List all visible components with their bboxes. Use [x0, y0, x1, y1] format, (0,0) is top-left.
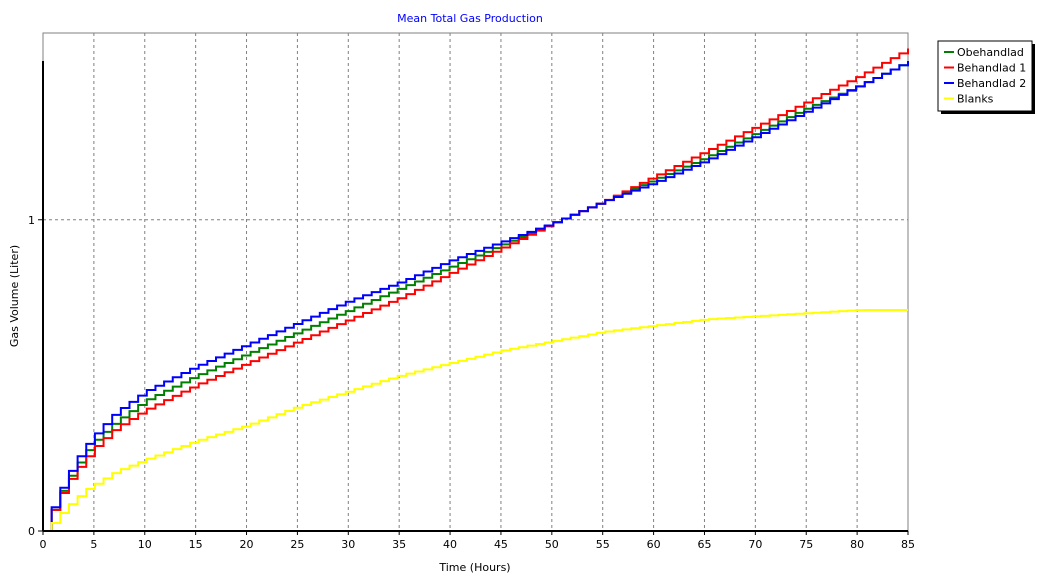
x-tick-label: 80	[850, 538, 864, 551]
x-tick-label: 30	[341, 538, 355, 551]
x-tick-label: 65	[697, 538, 711, 551]
series-line-blanks	[43, 309, 908, 532]
x-axis-title: Time (Hours)	[438, 561, 510, 574]
series-line-behandlad-1	[43, 48, 909, 532]
y-tick-label: 0	[28, 525, 35, 538]
x-tick-label: 15	[189, 538, 203, 551]
x-tick-label: 70	[748, 538, 762, 551]
series-lines	[43, 48, 909, 532]
legend: Obehandlad Behandlad 1 Behandlad 2 Blanks	[937, 40, 1035, 114]
x-tick-label: 35	[392, 538, 406, 551]
x-tick-label: 45	[494, 538, 508, 551]
x-tick-label: 60	[647, 538, 661, 551]
y-axis-title: Gas Volume (Liter)	[8, 245, 21, 347]
series-line-behandlad-2	[43, 61, 909, 532]
legend-label: Obehandlad	[957, 46, 1024, 59]
x-tick-label: 20	[240, 538, 254, 551]
x-tick-label: 25	[290, 538, 304, 551]
x-tick-label: 75	[799, 538, 813, 551]
x-tick-label: 50	[545, 538, 559, 551]
x-tick-label: 10	[138, 538, 152, 551]
x-tick-label: 40	[443, 538, 457, 551]
x-tick-label: 5	[90, 538, 97, 551]
legend-label: Behandlad 2	[957, 77, 1026, 90]
x-tick-label: 0	[40, 538, 47, 551]
chart-title: Mean Total Gas Production	[397, 12, 543, 25]
legend-label: Blanks	[957, 93, 994, 106]
x-tick-label: 55	[596, 538, 610, 551]
axes: 0 5 10 15 20 25 30 35 40 45 50 55 60 65 70 75 80 85 0 1	[28, 61, 915, 551]
x-tick-label: 85	[901, 538, 915, 551]
legend-label: Behandlad 1	[957, 62, 1026, 75]
y-tick-label: 1	[28, 214, 35, 227]
series-line-obehandlad	[43, 61, 909, 532]
